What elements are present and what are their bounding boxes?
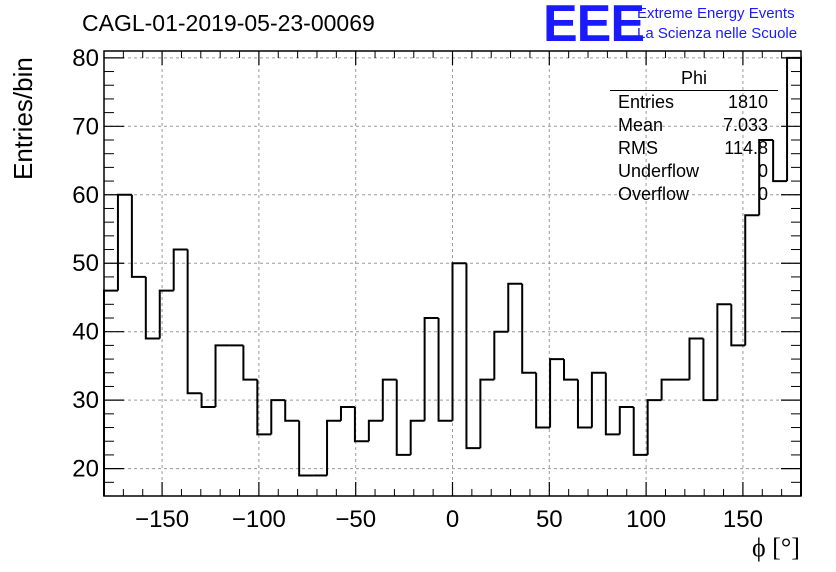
logo-line-1: Extreme Energy Events [637,5,795,22]
histogram-bin [284,400,300,422]
x-tick-label: −50 [335,506,376,533]
stats-value: 7.033 [722,115,768,135]
y-tick-label: 70 [72,113,99,140]
x-tick-label: 150 [723,506,763,533]
stats-box: Phi Entries 1810 Mean 7.033 RMS 114.8 Under… [610,68,778,206]
histogram-bin [730,304,746,347]
y-tick-label: 60 [72,182,99,209]
stats-label: Underflow [618,161,700,181]
histogram-bin [130,194,146,278]
histogram-bin [214,344,230,407]
histogram-bin [632,407,648,456]
histogram-bin [758,139,774,216]
y-tick-label: 30 [72,387,99,414]
histogram-bin [493,330,509,380]
stats-row: Overflow 0 [610,183,778,206]
y-axis-label: Entries/bin [8,57,38,180]
histogram-bin [563,359,578,381]
stats-row: Underflow 0 [610,160,778,183]
histogram-bin [576,379,592,429]
stats-title: Phi [610,68,778,91]
histogram-bin [423,317,439,421]
x-tick-label: 0 [446,506,459,533]
histogram-bin [144,276,160,340]
stats-value: 114.8 [724,138,768,158]
histogram-bin [103,289,118,496]
x-tick-label: −100 [232,506,286,533]
stats-value: 1810 [727,92,768,112]
histogram-bin [549,358,565,428]
histogram-bin [702,338,718,402]
histogram-bin [688,337,704,380]
y-tick-label: 80 [72,45,99,72]
y-tick-label: 20 [72,456,99,483]
logo-line-2: La Scienza nelle Scuole [637,25,798,42]
y-tick-label: 50 [72,250,99,277]
x-tick-label: 100 [626,506,666,533]
histogram-bin [256,379,272,436]
x-tick-label: −150 [135,506,189,533]
histogram-bin [590,371,606,428]
histogram-bin [716,303,732,401]
histogram-bin [242,345,258,381]
histogram-bin [353,407,369,443]
histogram-bin [270,399,286,435]
histogram-bin [298,420,314,477]
histogram-bin [646,399,662,455]
histogram-bin [172,248,188,291]
histogram-bin [367,419,383,442]
x-tick-label: 50 [536,506,563,533]
stats-label: Entries [618,92,675,112]
histogram-bin [116,193,132,291]
histogram-bin [604,372,620,436]
y-tick-label: 40 [72,319,99,346]
histogram-bin [507,282,523,332]
histogram-bin [200,393,216,408]
stats-row: Entries 1810 [610,91,778,114]
histogram-bin [451,262,467,421]
histogram-bin [186,249,202,395]
axis-ticks: −150 −100 −50 0 50 100 150 20 30 40 50 60 70 80 [72,45,802,533]
histogram-bin [521,283,537,374]
stats-value: 0 [757,184,768,204]
chart-title: CAGL-01-2019-05-23-00069 [82,10,375,36]
histogram-bin [772,140,788,183]
histogram-bin [535,372,551,429]
histogram-bin [437,318,453,422]
histogram-bin [465,263,481,450]
histogram-bin [744,214,760,346]
histogram-bin [339,406,355,421]
eee-logo: EEE [543,0,645,53]
histogram-bin [409,419,425,455]
x-axis-label: ϕ [°] [752,533,800,562]
stats-label: RMS [618,138,658,158]
stats-label: Mean [618,115,664,135]
histogram-bin [660,378,676,401]
histogram-bin [381,378,397,421]
stats-label: Overflow [618,184,690,204]
histogram-bin [618,406,634,435]
stats-value: 0 [757,161,768,181]
histogram-bin [326,419,341,476]
histogram-bin [395,379,411,456]
histogram-bin [479,378,495,449]
histogram-bin [158,289,174,339]
stats-row: RMS 114.8 [610,137,778,160]
stats-row: Mean 7.033 [610,114,778,137]
